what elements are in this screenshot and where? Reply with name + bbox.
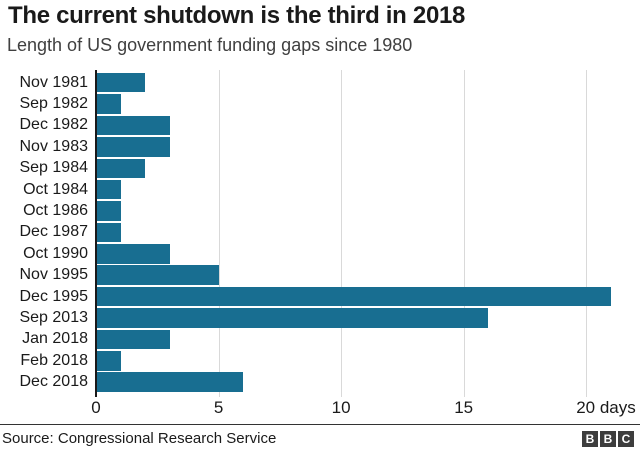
bar-track — [96, 222, 623, 243]
gridline — [586, 70, 588, 397]
y-axis-label: Sep 1984 — [19, 159, 88, 177]
bar-track — [96, 72, 623, 93]
x-axis-tick-label: 10 — [331, 398, 351, 417]
y-axis-label: Dec 1987 — [19, 223, 89, 241]
bar-track — [96, 351, 623, 371]
footer-divider — [0, 424, 640, 425]
chart-row: Dec 2018 — [0, 371, 623, 392]
bar — [96, 158, 145, 178]
x-axis-tick-label: 15 — [454, 398, 474, 417]
chart-row: Feb 2018 — [0, 350, 623, 371]
chart-row: Oct 1984 — [0, 179, 623, 200]
bar-track — [96, 137, 623, 157]
chart-row: Jan 2018 — [0, 329, 623, 350]
source-text: Source: Congressional Research Service — [2, 430, 277, 447]
bar — [96, 329, 170, 350]
bar — [96, 115, 170, 136]
bar-track — [96, 201, 623, 221]
chart-row: Dec 1995 — [0, 286, 623, 307]
y-axis-label: Sep 2013 — [19, 308, 88, 326]
bar — [96, 286, 611, 307]
chart-subtitle: Length of US government funding gaps sin… — [7, 35, 413, 55]
bar — [96, 244, 170, 264]
y-axis-label: Feb 2018 — [20, 351, 88, 369]
bbc-logo-block: B — [600, 431, 616, 447]
bar-track — [96, 265, 623, 285]
chart-row: Dec 1982 — [0, 115, 623, 136]
y-axis-label: Nov 1981 — [19, 73, 89, 91]
x-axis-tick-label: 0 — [91, 398, 101, 417]
bar-rows: Nov 1981 Sep 1982 Dec 1982 Nov 1983 Sep 1984… — [0, 72, 623, 393]
bar-track — [96, 115, 623, 136]
chart-row: Oct 1990 — [0, 243, 623, 264]
bar-track — [96, 244, 623, 264]
bar-track — [96, 179, 623, 200]
chart-row: Sep 2013 — [0, 307, 623, 328]
x-axis: 0 5 10 15 20 days — [0, 398, 640, 422]
y-axis-label: Sep 1982 — [19, 95, 88, 113]
bar — [96, 308, 489, 328]
y-axis-label: Oct 1986 — [23, 202, 88, 220]
chart-row: Nov 1983 — [0, 136, 623, 157]
bar-track — [96, 94, 623, 114]
bar-track — [96, 158, 623, 178]
x-axis-tick-label: 20 days — [576, 398, 636, 417]
bar — [96, 265, 219, 285]
bar-track — [96, 308, 623, 328]
bar — [96, 72, 145, 93]
chart-row: Nov 1995 — [0, 265, 623, 286]
chart-row: Sep 1982 — [0, 93, 623, 114]
y-axis-label: Jan 2018 — [22, 330, 88, 348]
gridline — [341, 70, 343, 397]
y-axis-label: Dec 1982 — [19, 116, 89, 134]
bar-chart: Nov 1981 Sep 1982 Dec 1982 Nov 1983 Sep 1984… — [0, 70, 640, 417]
bbc-logo-block: C — [618, 431, 634, 447]
chart-row: Nov 1981 — [0, 72, 623, 93]
x-axis-tick-label: 5 — [213, 398, 224, 417]
y-axis-label: Nov 1995 — [19, 266, 89, 284]
bar-track — [96, 372, 623, 392]
chart-row: Dec 1987 — [0, 222, 623, 243]
bar — [96, 372, 244, 392]
y-axis-label: Dec 2018 — [19, 373, 89, 391]
y-axis-label: Oct 1984 — [23, 180, 88, 198]
chart-title: The current shutdown is the third in 201… — [8, 2, 466, 29]
bar — [96, 351, 121, 371]
bar — [96, 94, 121, 114]
bar — [96, 222, 121, 243]
chart-row: Sep 1984 — [0, 158, 623, 179]
y-axis-label: Dec 1995 — [19, 287, 89, 305]
chart-row: Oct 1986 — [0, 200, 623, 221]
bar-track — [96, 286, 623, 307]
bar — [96, 137, 170, 157]
bar — [96, 179, 121, 200]
gridline — [218, 70, 220, 397]
bar-track — [96, 329, 623, 350]
y-axis-line — [95, 70, 97, 397]
y-axis-label: Oct 1990 — [23, 244, 88, 262]
bar — [96, 201, 121, 221]
bbc-logo-block: B — [582, 431, 598, 447]
gridline — [463, 70, 465, 397]
y-axis-label: Nov 1983 — [19, 137, 89, 155]
